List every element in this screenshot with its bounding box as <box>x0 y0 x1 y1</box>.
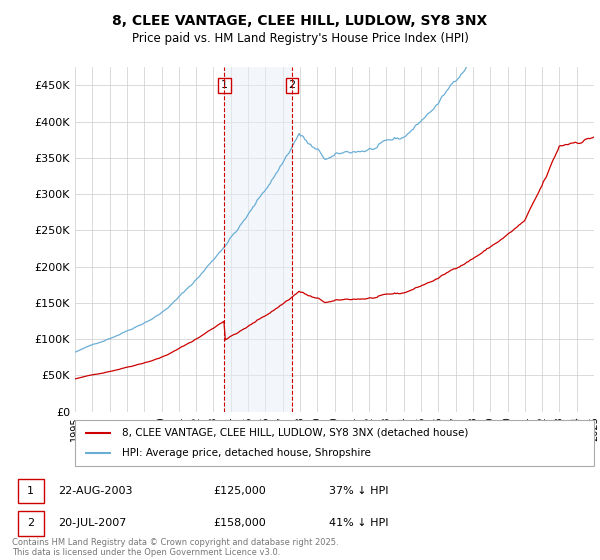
Bar <box>224 67 292 412</box>
Text: 22-AUG-2003: 22-AUG-2003 <box>58 486 133 496</box>
Text: 1: 1 <box>221 80 228 90</box>
FancyBboxPatch shape <box>18 479 44 503</box>
Text: Price paid vs. HM Land Registry's House Price Index (HPI): Price paid vs. HM Land Registry's House … <box>131 32 469 45</box>
Text: 2: 2 <box>27 519 34 529</box>
Text: 8, CLEE VANTAGE, CLEE HILL, LUDLOW, SY8 3NX (detached house): 8, CLEE VANTAGE, CLEE HILL, LUDLOW, SY8 … <box>122 428 468 438</box>
Text: 2: 2 <box>289 80 296 90</box>
Text: 41% ↓ HPI: 41% ↓ HPI <box>329 519 388 529</box>
Text: £125,000: £125,000 <box>214 486 266 496</box>
Text: Contains HM Land Registry data © Crown copyright and database right 2025.
This d: Contains HM Land Registry data © Crown c… <box>12 538 338 557</box>
Text: 1: 1 <box>27 486 34 496</box>
Text: HPI: Average price, detached house, Shropshire: HPI: Average price, detached house, Shro… <box>122 448 371 458</box>
Text: £158,000: £158,000 <box>214 519 266 529</box>
FancyBboxPatch shape <box>18 511 44 536</box>
Text: 20-JUL-2007: 20-JUL-2007 <box>58 519 127 529</box>
Text: 37% ↓ HPI: 37% ↓ HPI <box>329 486 388 496</box>
Text: 8, CLEE VANTAGE, CLEE HILL, LUDLOW, SY8 3NX: 8, CLEE VANTAGE, CLEE HILL, LUDLOW, SY8 … <box>112 14 488 28</box>
